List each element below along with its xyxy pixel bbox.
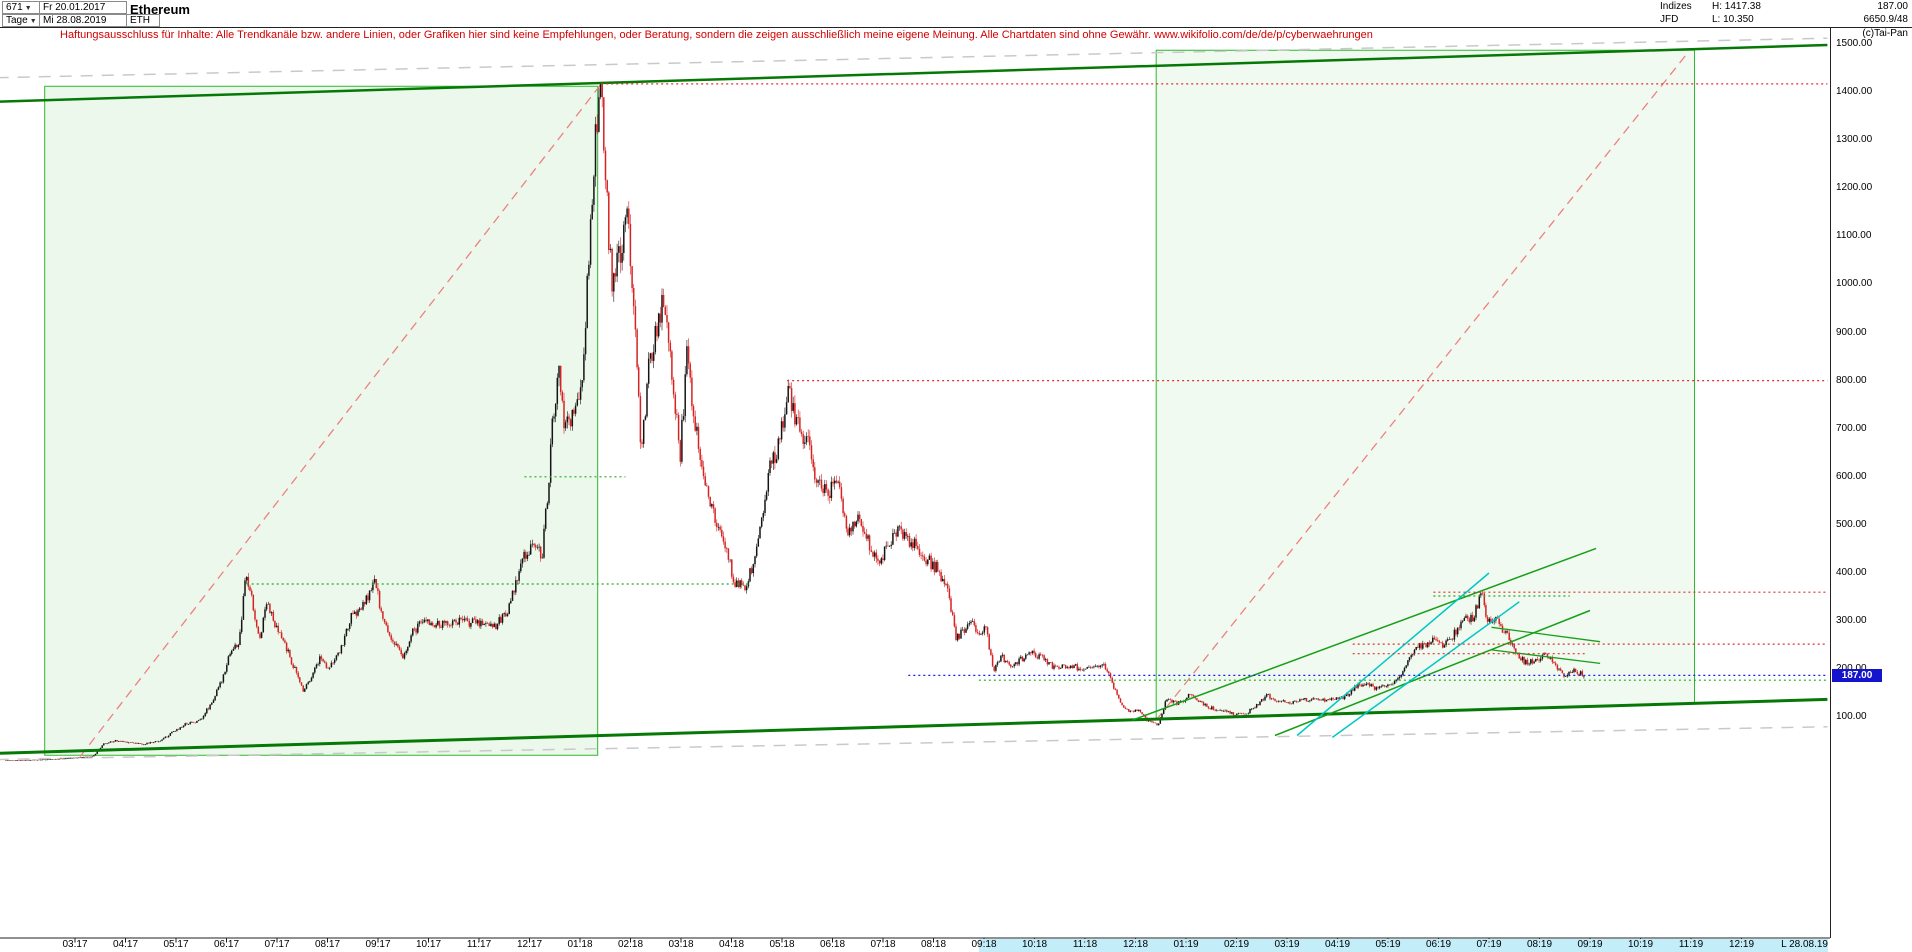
gray-dashed-upper bbox=[0, 37, 1828, 79]
candles-up-bodies bbox=[6, 82, 1585, 761]
chevron-down-icon: ▼ bbox=[29, 18, 37, 25]
bars-count-dropdown[interactable]: 671 ▼ bbox=[2, 1, 40, 14]
lower-support-line bbox=[0, 697, 1828, 755]
end-date-value: Mi 28.08.2019 bbox=[43, 15, 107, 26]
chevron-down-icon: ▼ bbox=[24, 5, 32, 12]
upper-channel-line bbox=[0, 43, 1828, 103]
end-date-field[interactable]: Mi 28.08.2019 bbox=[39, 14, 127, 27]
period-dropdown[interactable]: Tage ▼ bbox=[2, 14, 40, 27]
range-low-value: L: 10.350 bbox=[1712, 14, 1754, 25]
mini-channel-bottom bbox=[1491, 649, 1601, 665]
cyan-channel-b bbox=[1331, 601, 1520, 739]
range-high-value: H: 1417.38 bbox=[1712, 1, 1761, 12]
rally-trendline-2017 bbox=[79, 83, 602, 757]
copyright-label: (c)Tai-Pan bbox=[1862, 28, 1908, 39]
chart-header: 671 ▼ Fr 20.01.2017 Tage ▼ Mi 28.08.2019 E… bbox=[0, 0, 1912, 27]
trend-channel-box-2019 bbox=[1155, 49, 1695, 720]
data-feed-label: JFD bbox=[1660, 14, 1679, 25]
indices-label[interactable]: Indizes bbox=[1660, 1, 1692, 12]
period-value: Tage bbox=[6, 15, 28, 26]
gray-dashed-lower bbox=[0, 726, 1828, 761]
candles-down-bodies bbox=[5, 82, 1584, 761]
start-date-field[interactable]: Fr 20.01.2017 bbox=[39, 1, 127, 14]
volume-info-value: 6650.9/48 bbox=[1863, 14, 1909, 25]
uptrend-2019-main bbox=[1132, 547, 1597, 721]
bars-count-value: 671 bbox=[6, 2, 23, 13]
symbol-field[interactable]: ETH bbox=[126, 14, 160, 27]
disclaimer-text: Haftungsausschluss für Inhalte: Alle Tre… bbox=[60, 29, 1373, 41]
instrument-title: Ethereum bbox=[130, 2, 190, 17]
start-date-value: Fr 20.01.2017 bbox=[43, 2, 106, 13]
trend-channel-box-2017 bbox=[44, 85, 599, 756]
mini-channel-top bbox=[1491, 626, 1601, 643]
uptrend-2019-lower bbox=[1274, 609, 1591, 737]
symbol-value: ETH bbox=[130, 15, 150, 26]
last-price-value: 187.00 bbox=[1877, 1, 1908, 12]
rally-trendline-2019 bbox=[1155, 54, 1687, 721]
